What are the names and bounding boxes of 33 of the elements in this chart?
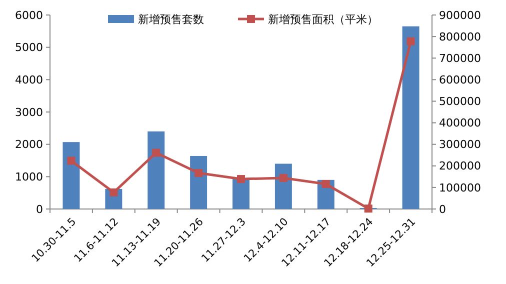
point [67, 156, 76, 165]
y-tick-label: 3000 [15, 106, 43, 119]
y2-tick-label: 100000 [439, 181, 481, 194]
point [322, 180, 330, 188]
bar [190, 156, 208, 209]
point [194, 169, 203, 177]
y-tick-label: 1000 [15, 170, 43, 184]
bar [62, 142, 80, 209]
point [152, 148, 160, 157]
y-tick-label: 5000 [15, 41, 43, 54]
bar [148, 131, 165, 209]
legend-label: 新增预售套数 [138, 12, 204, 26]
point [110, 188, 118, 196]
y2-tick-label: 0 [439, 202, 446, 216]
y-tick-label: 2000 [15, 138, 43, 152]
y2-tick-label: 700000 [439, 52, 481, 65]
y2-tick-label: 900000 [439, 8, 481, 22]
legend-label: 新增预售面积（平米） [268, 12, 378, 26]
y2-tick-label: 300000 [439, 138, 481, 152]
point [237, 175, 245, 184]
y2-tick-label: 800000 [439, 30, 481, 44]
point [279, 174, 288, 182]
bar [232, 178, 250, 209]
y-tick-label: 0 [36, 202, 43, 216]
y2-tick-label: 600000 [439, 74, 481, 87]
y-tick-label: 6000 [15, 8, 43, 22]
y2-tick-label: 400000 [439, 116, 481, 130]
y2-tick-label: 500000 [439, 95, 481, 108]
point [406, 37, 415, 46]
y2-tick-label: 200000 [439, 160, 481, 173]
bar [402, 26, 420, 209]
point [364, 204, 372, 213]
y-tick-label: 4000 [15, 74, 43, 87]
